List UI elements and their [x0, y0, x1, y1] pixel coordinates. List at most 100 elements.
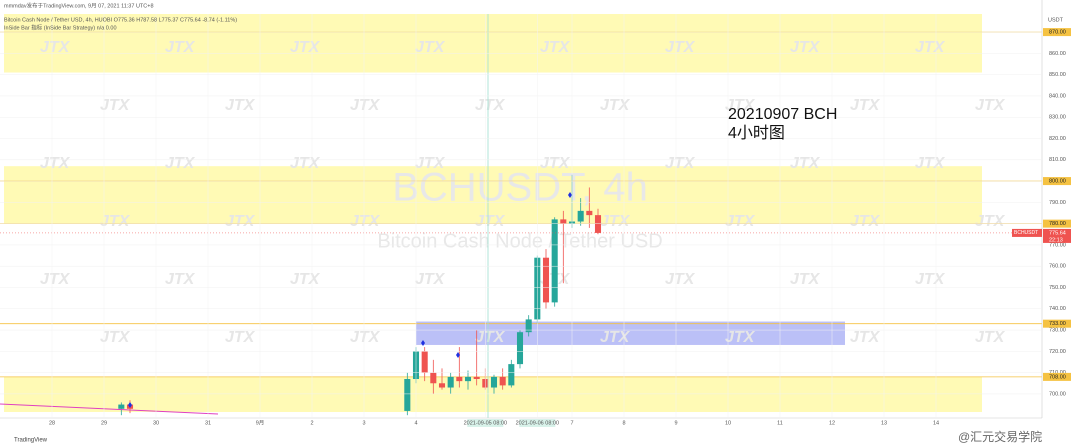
watermark-logo: JTX — [475, 329, 506, 346]
candle-body — [586, 210, 593, 216]
y-tick-label: 790.00 — [1049, 200, 1066, 206]
watermark-logo: JTX — [415, 39, 446, 56]
watermark-logo: JTX — [600, 213, 631, 230]
legend-line: Bitcoin Cash Node / Tether USD, 4h, HUOB… — [4, 17, 237, 23]
watermark-logo: JTX — [665, 155, 696, 172]
x-tick-label: 9月 — [256, 419, 265, 426]
x-tick-highlight — [519, 419, 556, 427]
candle-body — [525, 319, 532, 333]
level-label: 733.00 — [1049, 321, 1066, 327]
watermark-logo: JTX — [850, 329, 881, 346]
x-tick-label: 11 — [777, 420, 783, 426]
watermark-logo: JTX — [725, 97, 756, 114]
last-price-name: BCHUSDT — [1014, 230, 1038, 236]
watermark-logo: JTX — [165, 271, 196, 288]
watermark-logo: JTX — [40, 271, 71, 288]
x-tick-label: 30 — [153, 420, 159, 426]
watermark-logo: JTX — [850, 97, 881, 114]
trend-line — [0, 403, 219, 415]
watermark-logo: JTX — [225, 213, 256, 230]
watermark-logo: JTX — [40, 39, 71, 56]
y-tick-label: 760.00 — [1049, 264, 1066, 270]
watermark-logo: JTX — [415, 155, 446, 172]
x-tick-label: 14 — [933, 420, 939, 426]
watermark-logo: JTX — [290, 271, 321, 288]
watermark-logo: JTX — [915, 271, 946, 288]
y-tick-label: 740.00 — [1049, 306, 1066, 312]
watermark-logo: JTX — [290, 155, 321, 172]
candle-body — [499, 376, 506, 386]
watermark-logo: JTX — [725, 329, 756, 346]
last-price-label: 775.64 — [1049, 230, 1066, 236]
x-tick-label: 28 — [49, 420, 55, 426]
x-tick-label: 4 — [414, 420, 417, 426]
countdown: 22:13 — [1049, 237, 1063, 243]
candle-body — [404, 379, 411, 411]
axis-unit: USDT — [1048, 17, 1064, 23]
x-tick-label: 12 — [829, 420, 835, 426]
y-tick-label: 840.00 — [1049, 93, 1066, 99]
x-tick-label: 2021-09-06 08:00 — [516, 420, 559, 426]
candle-body — [551, 219, 558, 303]
x-tick-label: 7 — [570, 420, 573, 426]
y-tick-label: 860.00 — [1049, 51, 1066, 57]
level-tag — [1043, 177, 1071, 186]
watermark-logo: JTX — [665, 39, 696, 56]
x-tick-label: 10 — [725, 420, 731, 426]
watermark-logo: JTX — [475, 97, 506, 114]
level-label: 870.00 — [1049, 30, 1066, 36]
watermark-logo: JTX — [225, 97, 256, 114]
x-tick-highlight — [467, 419, 504, 427]
y-tick-label: 700.00 — [1049, 391, 1066, 397]
watermark-name: Bitcoin Cash Node / Tether USD — [377, 230, 662, 252]
candle-body — [438, 383, 446, 388]
x-tick-label: 13 — [881, 420, 887, 426]
x-tick-label: 2021-09-05 08:00 — [464, 420, 507, 426]
candle-body — [490, 376, 498, 388]
watermark-logo: JTX — [790, 271, 821, 288]
candle-body — [542, 257, 550, 303]
watermark-logo: JTX — [290, 39, 321, 56]
y-tick-label: 750.00 — [1049, 285, 1066, 291]
indicator-line: InSide Bar 指标 (InSide Bar Strategy) n/a … — [4, 23, 117, 31]
candle-body — [430, 372, 437, 384]
watermark-logo: JTX — [165, 39, 196, 56]
watermark-logo: JTX — [540, 39, 571, 56]
x-tick-label: 3 — [362, 420, 365, 426]
watermark-logo: JTX — [415, 271, 446, 288]
level-tag — [1043, 319, 1071, 328]
candle-body — [594, 215, 602, 233]
candle-body — [421, 351, 428, 373]
watermark-logo: JTX — [665, 271, 696, 288]
candle-body — [577, 210, 584, 222]
publisher-line: mmmdav发布于TradingView.com, 9月 07, 2021 11… — [4, 1, 154, 9]
x-tick-label: 31 — [205, 420, 211, 426]
candle-body — [464, 376, 472, 382]
watermark-logo: JTX — [100, 213, 131, 230]
x-tick-label: 2 — [310, 420, 313, 426]
y-tick-label: 720.00 — [1049, 349, 1066, 355]
annotation: 4小时图 — [728, 124, 785, 142]
candle-body — [560, 219, 567, 224]
watermark-logo: JTX — [790, 39, 821, 56]
y-tick-label: 810.00 — [1049, 157, 1066, 163]
watermark-logo: JTX — [350, 213, 381, 230]
source-mark: @汇元交易学院 — [958, 429, 1042, 444]
candle-body — [118, 404, 125, 409]
last-price-tag — [1043, 228, 1071, 243]
watermark-logo: JTX — [850, 213, 881, 230]
y-tick-label: 770.00 — [1049, 242, 1066, 248]
branding: TradingView — [14, 438, 48, 444]
zone — [4, 14, 982, 73]
level-label: 780.00 — [1049, 221, 1066, 227]
watermark-logo: JTX — [975, 97, 1006, 114]
candle-body — [447, 376, 454, 388]
y-tick-label: 730.00 — [1049, 328, 1066, 334]
candle-body — [473, 376, 480, 380]
watermark-logo: JTX — [915, 155, 946, 172]
watermark-logo: JTX — [165, 155, 196, 172]
watermark-logo: JTX — [100, 97, 131, 114]
y-tick-label: 820.00 — [1049, 136, 1066, 142]
watermark-logo: JTX — [350, 329, 381, 346]
